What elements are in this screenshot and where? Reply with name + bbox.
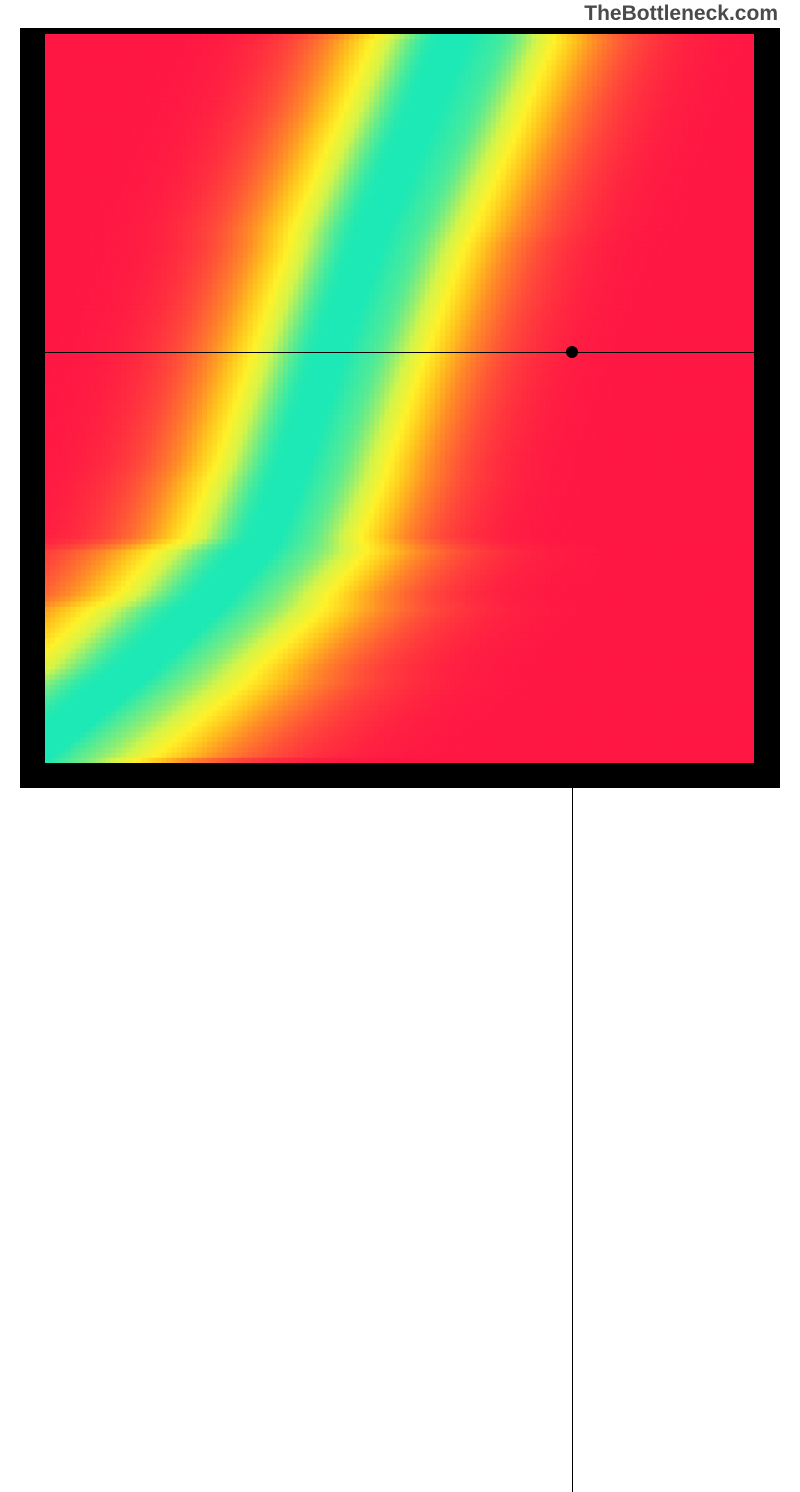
crosshair-vertical	[572, 763, 573, 1492]
crosshair-horizontal	[45, 352, 754, 353]
page-container: TheBottleneck.com	[0, 0, 800, 800]
plot-outer-frame	[20, 28, 780, 788]
heatmap-canvas	[45, 34, 754, 763]
plot-inner-area	[45, 34, 754, 763]
attribution-text: TheBottleneck.com	[584, 2, 778, 26]
marker-point	[566, 346, 578, 358]
